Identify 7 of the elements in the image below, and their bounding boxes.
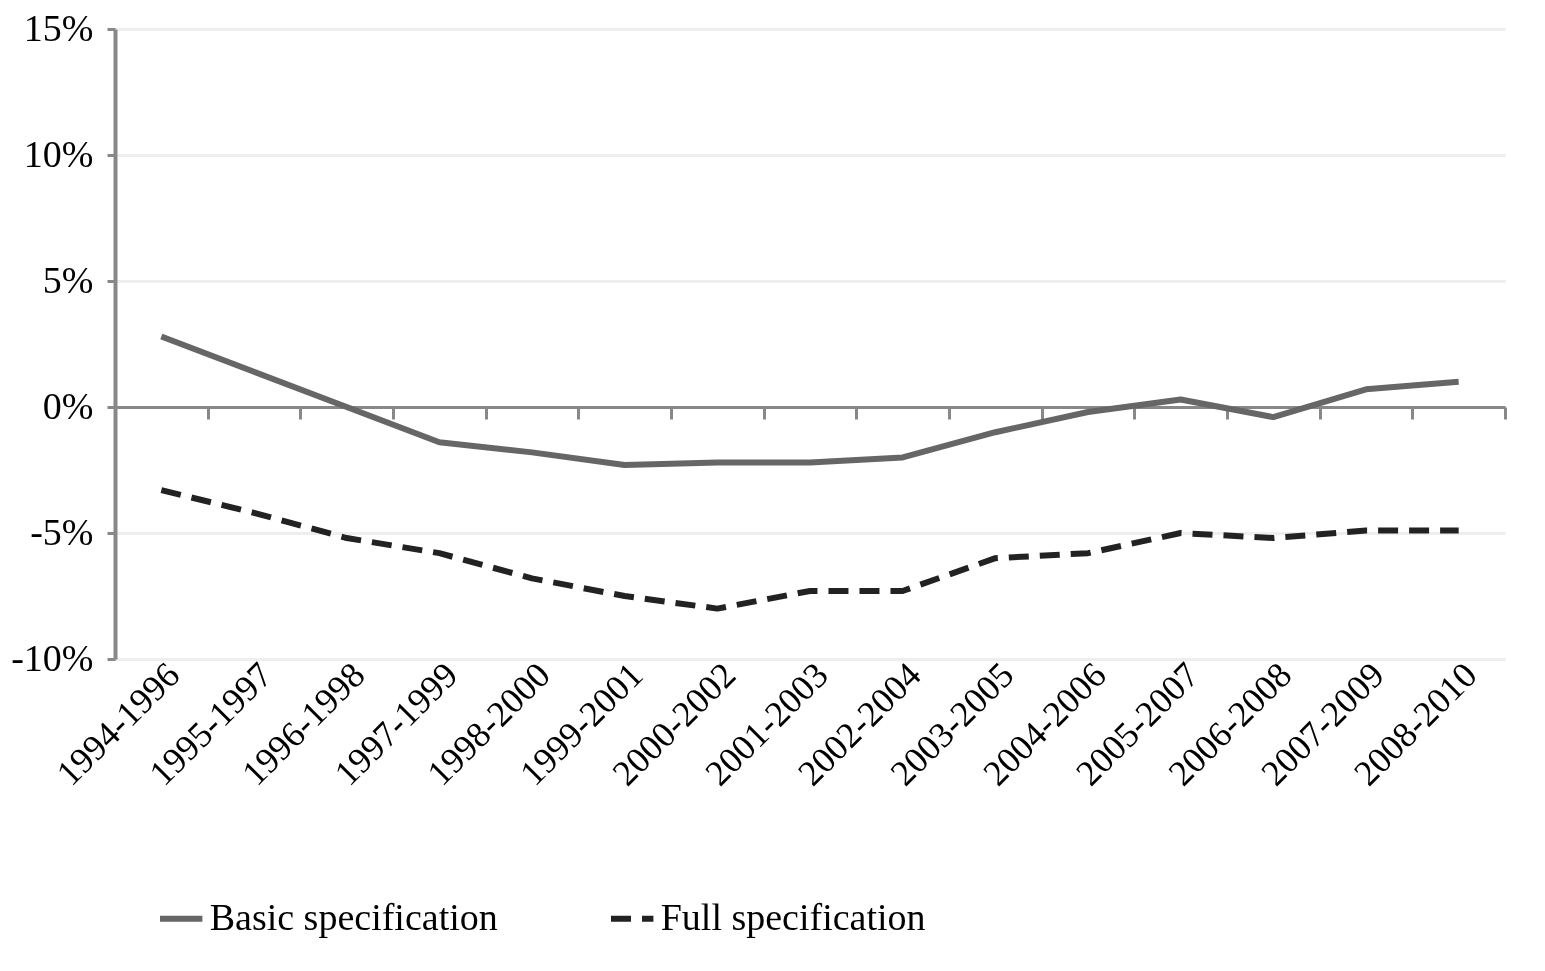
y-tick-label: 5% [42, 258, 94, 301]
y-tick-label: 0% [42, 384, 94, 427]
y-tick-label: 10% [23, 132, 94, 175]
y-tick-label: 15% [23, 6, 94, 49]
y-tick-label: -5% [30, 510, 94, 553]
legend-label: Basic specification [209, 895, 498, 938]
legend-label: Full specification [660, 895, 926, 938]
